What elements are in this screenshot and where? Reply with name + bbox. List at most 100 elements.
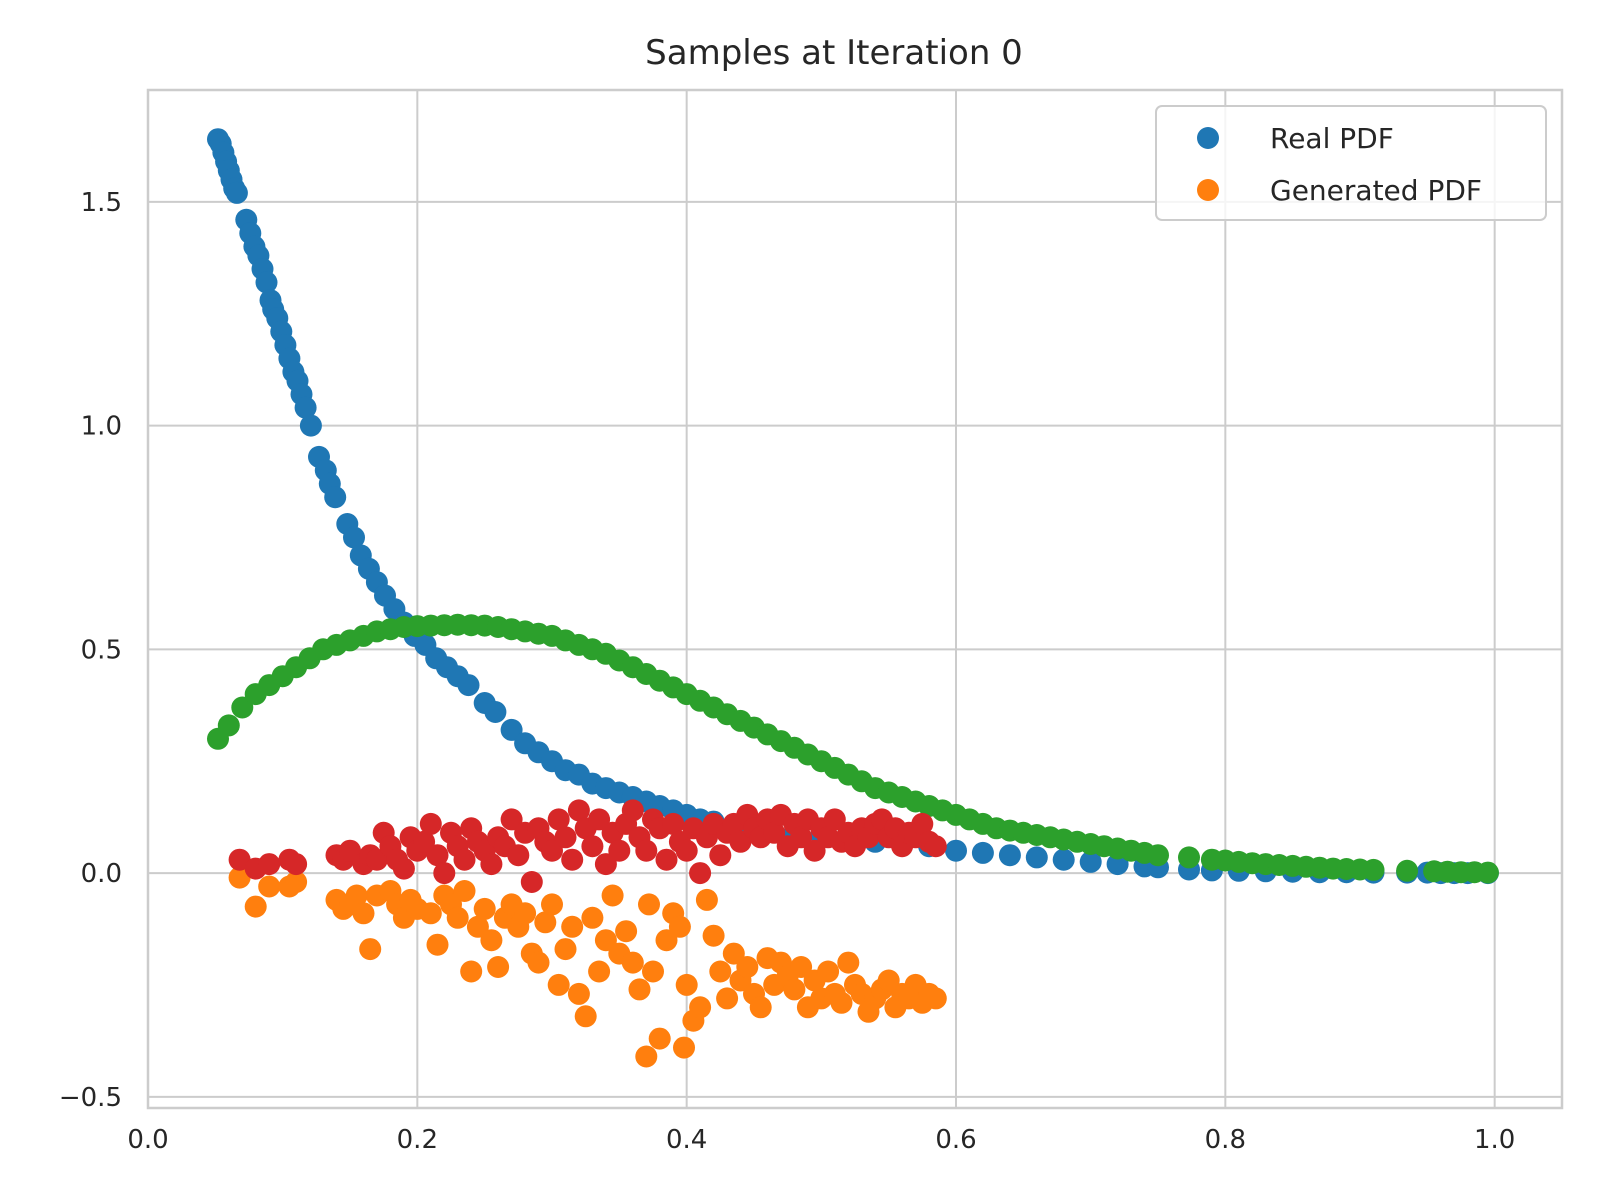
data-point-generated-pdf — [783, 978, 806, 1001]
data-point-generated-pdf — [702, 924, 725, 947]
data-point-generated-pdf — [359, 938, 382, 961]
data-point-generated-pdf — [601, 884, 624, 907]
data-point-real-pdf — [457, 674, 480, 697]
data-point-generated-pdf — [924, 987, 947, 1010]
series-red-series — [228, 799, 947, 893]
data-point-red-series — [541, 839, 563, 862]
data-point-red-series — [561, 848, 584, 871]
x-tick-label: 0.8 — [1205, 1125, 1246, 1155]
x-tick-label: 1.0 — [1474, 1125, 1515, 1155]
data-point-generated-pdf — [668, 915, 691, 938]
data-point-generated-pdf — [877, 969, 900, 992]
data-point-generated-pdf — [830, 991, 853, 1014]
data-point-red-series — [365, 848, 388, 871]
y-tick-label: 1.5 — [81, 188, 122, 218]
data-point-real-pdf — [294, 396, 317, 419]
y-tick-label: −0.5 — [59, 1083, 122, 1113]
data-point-generated-pdf — [446, 906, 469, 929]
data-point-red-series — [426, 844, 449, 867]
data-point-generated-pdf — [594, 929, 617, 952]
legend-label-real-pdf: Real PDF — [1270, 122, 1394, 155]
data-point-real-pdf — [1079, 850, 1102, 873]
data-point-green-series — [217, 714, 240, 737]
data-point-generated-pdf — [675, 973, 698, 996]
data-point-red-series — [655, 848, 678, 871]
data-point-generated-pdf — [541, 893, 563, 916]
data-point-red-series — [662, 812, 685, 835]
data-point-generated-pdf — [473, 897, 496, 920]
data-point-generated-pdf — [588, 960, 611, 983]
data-point-generated-pdf — [722, 942, 745, 965]
data-point-generated-pdf — [615, 920, 638, 943]
data-point-generated-pdf — [648, 1027, 671, 1050]
data-point-generated-pdf — [561, 915, 584, 938]
data-point-generated-pdf — [642, 960, 664, 983]
data-point-real-pdf — [945, 839, 967, 862]
data-point-real-pdf — [299, 414, 322, 437]
x-tick-label: 0.2 — [397, 1125, 438, 1155]
series-generated-pdf — [228, 866, 947, 1068]
data-point-generated-pdf — [466, 915, 489, 938]
legend: Real PDF Generated PDF — [1155, 105, 1547, 221]
data-point-red-series — [507, 844, 530, 867]
data-point-generated-pdf — [244, 895, 267, 918]
data-point-red-series — [924, 835, 947, 858]
data-point-generated-pdf — [574, 1005, 597, 1028]
y-tick-label: 0.5 — [81, 635, 122, 665]
data-point-real-pdf — [971, 841, 994, 864]
data-point-red-series — [594, 853, 617, 876]
y-axis-ticks: −0.5 0.0 0.5 1.0 1.5 — [59, 188, 122, 1113]
y-tick-label: 1.0 — [81, 412, 122, 442]
data-point-red-series — [709, 844, 732, 867]
data-point-red-series — [228, 848, 251, 871]
data-point-red-series — [419, 812, 442, 835]
data-point-generated-pdf — [285, 871, 308, 893]
data-point-generated-pdf — [567, 982, 590, 1005]
data-point-generated-pdf — [534, 911, 557, 934]
data-point-real-pdf — [324, 486, 347, 509]
data-point-green-series — [1476, 861, 1499, 884]
data-point-red-series — [500, 808, 523, 831]
data-point-red-series — [588, 808, 611, 831]
data-point-generated-pdf — [695, 888, 718, 911]
data-point-generated-pdf — [628, 978, 651, 1001]
data-point-generated-pdf — [709, 960, 732, 983]
data-point-generated-pdf — [460, 960, 483, 983]
data-point-red-series — [790, 826, 813, 849]
data-point-red-series — [392, 857, 415, 880]
data-point-generated-pdf — [554, 938, 577, 961]
y-tick-label: 0.0 — [81, 859, 122, 889]
data-point-red-series — [911, 812, 934, 835]
plot-frame — [146, 88, 1564, 1110]
data-point-red-series — [763, 821, 786, 844]
data-point-red-series — [413, 830, 436, 853]
legend-marker-generated-pdf — [1197, 179, 1219, 201]
data-point-green-series — [1362, 858, 1385, 881]
data-point-generated-pdf — [527, 951, 550, 974]
data-point-green-series — [231, 696, 254, 719]
data-point-red-series — [433, 862, 456, 885]
data-point-red-series — [608, 839, 631, 862]
legend-marker-real-pdf — [1197, 127, 1219, 149]
data-point-real-pdf — [998, 844, 1021, 867]
data-point-real-pdf — [1025, 846, 1048, 869]
data-point-real-pdf — [1106, 853, 1129, 876]
data-point-generated-pdf — [453, 880, 476, 902]
data-point-red-series — [480, 853, 503, 876]
data-point-generated-pdf — [673, 1036, 695, 1059]
data-point-generated-pdf — [790, 956, 813, 978]
legend-box — [1155, 105, 1547, 221]
data-point-generated-pdf — [258, 875, 281, 898]
data-point-red-series — [339, 839, 361, 862]
data-point-red-series — [803, 839, 826, 862]
data-point-real-pdf — [484, 701, 507, 723]
data-point-red-series — [729, 830, 752, 853]
data-point-generated-pdf — [514, 902, 537, 925]
data-points — [207, 128, 1499, 1068]
x-tick-label: 0.4 — [666, 1125, 707, 1155]
data-point-generated-pdf — [689, 996, 712, 1019]
data-point-generated-pdf — [736, 956, 759, 978]
data-point-green-series — [1178, 846, 1200, 869]
data-point-real-pdf — [343, 526, 365, 549]
